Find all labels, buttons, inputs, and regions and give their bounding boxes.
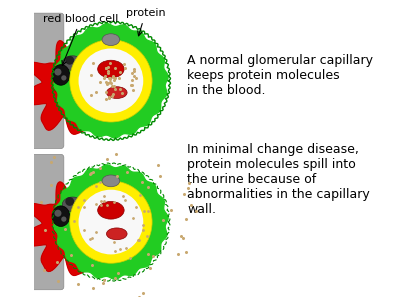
Circle shape (75, 204, 81, 210)
Circle shape (54, 210, 61, 217)
Ellipse shape (52, 65, 70, 85)
Circle shape (70, 181, 152, 263)
Circle shape (54, 69, 61, 75)
Circle shape (75, 63, 81, 69)
Circle shape (61, 75, 67, 80)
Circle shape (79, 190, 143, 255)
Ellipse shape (53, 79, 74, 94)
Polygon shape (23, 182, 118, 275)
Text: protein: protein (126, 8, 165, 36)
Ellipse shape (98, 201, 124, 219)
Polygon shape (23, 41, 118, 134)
Polygon shape (54, 24, 168, 138)
Text: red blood cell: red blood cell (43, 14, 119, 65)
Circle shape (65, 56, 74, 65)
Ellipse shape (102, 34, 120, 45)
Ellipse shape (52, 206, 70, 227)
Text: A normal glomerular capillary
keeps protein molecules
in the blood.: A normal glomerular capillary keeps prot… (188, 54, 373, 97)
Ellipse shape (102, 175, 120, 187)
FancyBboxPatch shape (32, 154, 64, 290)
Circle shape (61, 217, 67, 222)
Ellipse shape (98, 60, 124, 78)
Ellipse shape (62, 197, 83, 212)
Ellipse shape (107, 228, 127, 240)
Circle shape (79, 48, 143, 113)
Ellipse shape (62, 56, 83, 70)
Polygon shape (54, 165, 168, 279)
Ellipse shape (53, 221, 74, 235)
FancyBboxPatch shape (32, 13, 64, 149)
Circle shape (70, 40, 152, 122)
Ellipse shape (107, 87, 127, 99)
Circle shape (65, 197, 74, 206)
Text: In minimal change disease,
protein molecules spill into
the urine because of
abn: In minimal change disease, protein molec… (188, 143, 370, 216)
